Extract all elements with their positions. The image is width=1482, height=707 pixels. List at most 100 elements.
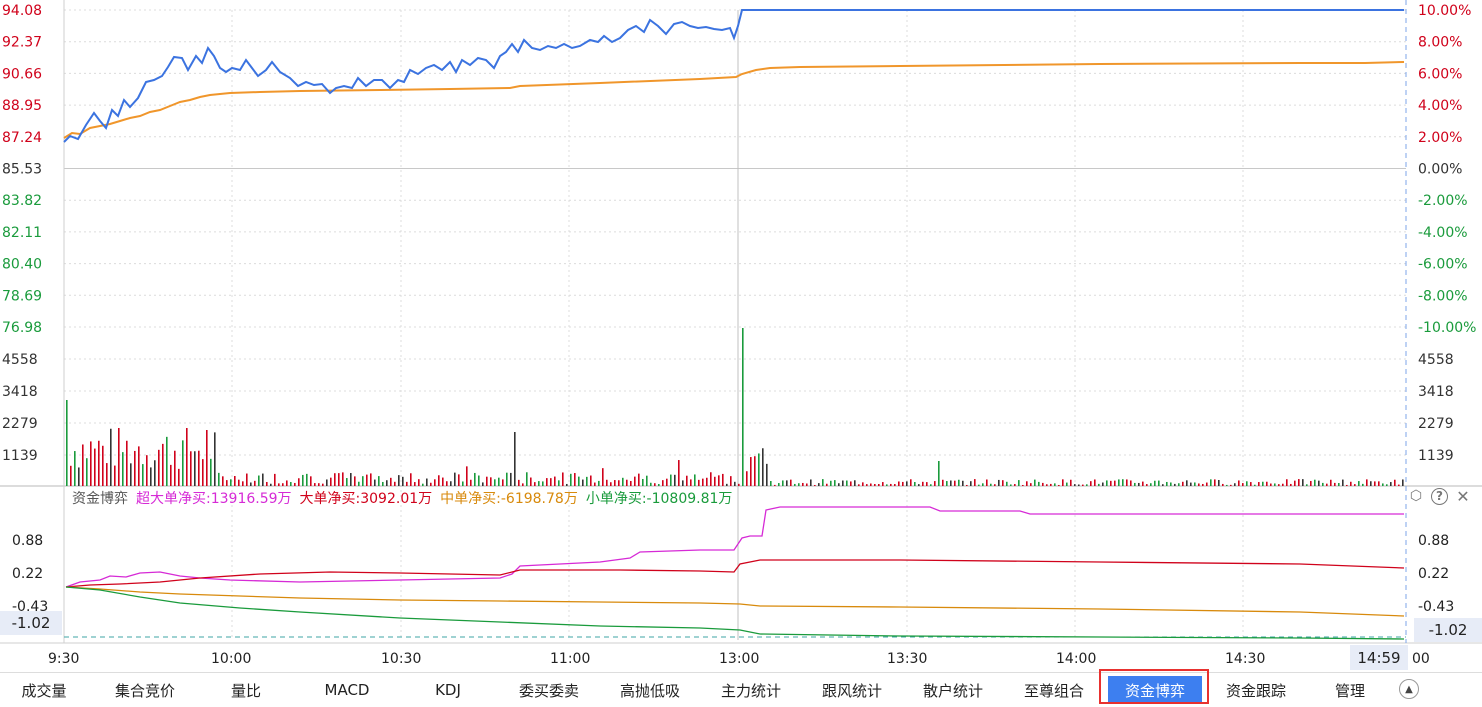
tab-bid-ask[interactable]: 委买委卖	[518, 681, 579, 700]
volume-bar	[702, 478, 704, 486]
volume-bar	[994, 484, 996, 486]
volume-bar	[866, 484, 868, 486]
tab-kdj[interactable]: KDJ	[435, 681, 461, 699]
indicator-tick-label-right: 0.88	[1418, 533, 1449, 549]
volume-axis: 4558 4558 3418 3418 2279 2279 1139 1139	[2, 352, 1454, 464]
volume-bar	[1022, 484, 1024, 486]
volume-bar	[290, 482, 292, 486]
volume-bar	[246, 473, 248, 486]
volume-bar	[394, 481, 396, 486]
tab-retail[interactable]: 散户统计	[922, 681, 983, 700]
tab-manage[interactable]: 管理	[1334, 681, 1365, 700]
volume-bar	[814, 484, 816, 486]
volume-bar	[786, 480, 788, 486]
tab-volume[interactable]: 成交量	[21, 681, 67, 700]
volume-bar	[1146, 484, 1148, 486]
volume-bar	[1030, 483, 1032, 486]
volume-bar	[350, 473, 352, 486]
volume-bar	[338, 473, 340, 486]
volume-bar	[1114, 480, 1116, 486]
indicator-tick-label-right: 0.22	[1418, 566, 1449, 582]
volume-bar	[1306, 484, 1308, 486]
volume-bar	[1338, 483, 1340, 486]
indicator-tick-label-right: -0.43	[1418, 599, 1454, 615]
collapse-icon[interactable]: ▲	[1399, 679, 1419, 699]
indicator-tick-label: 0.88	[12, 533, 43, 549]
volume-bar	[902, 481, 904, 486]
tab-fund-game[interactable]: 资金博弈	[1108, 676, 1202, 704]
volume-bar	[254, 480, 256, 486]
tab-volume-ratio[interactable]: 量比	[230, 681, 261, 700]
volume-bar	[1378, 481, 1380, 486]
volume-bar	[1374, 481, 1376, 486]
volume-bar	[1038, 481, 1040, 486]
price-tick-label: 83.82	[2, 193, 42, 209]
volume-bar	[1010, 484, 1012, 486]
volume-bar	[1082, 484, 1084, 486]
volume-bar	[642, 478, 644, 486]
volume-bar	[1238, 480, 1240, 486]
intraday-chart[interactable]: 94.08 92.37 90.66 88.95 87.24 85.53 83.82 82.11…	[0, 0, 1482, 672]
volume-bar	[442, 477, 444, 486]
tab-auction[interactable]: 集合竞价	[114, 681, 175, 700]
tab-high-low[interactable]: 高抛低吸	[619, 681, 680, 700]
settings-icon[interactable]: ⬡	[1409, 488, 1423, 504]
volume-bar	[534, 482, 536, 486]
volume-bar	[886, 484, 888, 486]
volume-bar	[82, 444, 84, 486]
tab-macd[interactable]: MACD	[324, 681, 370, 699]
indicator-lines	[65, 506, 1405, 640]
volume-bar	[1170, 482, 1172, 486]
volume-bar	[346, 478, 348, 486]
volume-bar	[818, 483, 820, 486]
volume-bar	[802, 482, 804, 486]
volume-bar	[1218, 480, 1220, 486]
volume-bar	[374, 479, 376, 486]
volume-bar	[326, 479, 328, 486]
volume-bar	[1342, 479, 1344, 486]
volume-bar	[966, 484, 968, 486]
volume-bar	[586, 476, 588, 486]
volume-bar	[538, 481, 540, 486]
tab-supreme[interactable]: 至尊组合	[1023, 681, 1084, 700]
volume-bar	[594, 482, 596, 486]
volume-bar	[1354, 484, 1356, 486]
cursor-value-tag-right: -1.02	[1414, 618, 1482, 642]
volume-bar	[398, 475, 400, 486]
volume-bar	[1162, 484, 1164, 486]
volume-bar	[1106, 480, 1108, 486]
volume-bar	[1262, 481, 1264, 486]
volume-bar	[746, 471, 748, 486]
volume-bar	[706, 477, 708, 486]
volume-bar	[1042, 482, 1044, 486]
average-price-line	[63, 61, 1405, 139]
volume-tick-label-right: 2279	[1418, 416, 1454, 432]
large-net-buy-line	[65, 559, 1405, 588]
volume-bar	[926, 482, 928, 486]
volume-bar	[1298, 479, 1300, 486]
tab-main-force[interactable]: 主力统计	[720, 681, 781, 700]
volume-bar	[238, 479, 240, 486]
close-icon[interactable]: ✕	[1456, 486, 1470, 506]
volume-bar	[1198, 483, 1200, 486]
change-tick-label: -10.00%	[1418, 320, 1476, 336]
volume-bar	[1194, 482, 1196, 486]
volume-bar	[714, 476, 716, 486]
cursor-value-tag-left: -1.02	[0, 611, 62, 635]
volume-bar	[1034, 479, 1036, 486]
volume-bar	[182, 440, 184, 486]
tab-fund-track[interactable]: 资金跟踪	[1225, 681, 1286, 700]
volume-bar	[422, 483, 424, 486]
volume-bar	[1018, 480, 1020, 486]
tab-follower[interactable]: 跟风统计	[821, 681, 882, 700]
help-icon[interactable]: ?	[1431, 487, 1448, 505]
volume-bar	[990, 483, 992, 486]
volume-bar	[302, 474, 304, 486]
volume-bar	[78, 467, 80, 486]
volume-bar	[562, 472, 564, 486]
volume-bar	[298, 478, 300, 486]
volume-bar	[266, 481, 268, 486]
volume-bar	[1334, 482, 1336, 486]
volume-bar	[750, 457, 752, 486]
volume-bar	[1046, 484, 1048, 486]
